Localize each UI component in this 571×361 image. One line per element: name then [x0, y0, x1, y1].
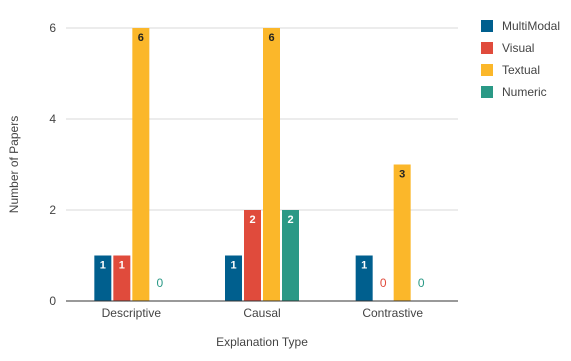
bar	[393, 164, 411, 301]
data-labels: 1 1 6 0 1 2 6 2 1 0 3 0	[100, 32, 425, 290]
bar	[132, 28, 150, 301]
x-tick-label: Descriptive	[102, 306, 162, 320]
legend-label: Numeric	[502, 85, 547, 99]
x-axis-title: Explanation Type	[216, 335, 308, 349]
data-label: 1	[100, 260, 106, 272]
bar	[355, 255, 373, 301]
legend-item: Numeric	[481, 85, 547, 99]
data-label: 3	[399, 169, 405, 181]
data-label: 2	[287, 214, 293, 226]
bar	[263, 28, 280, 301]
data-label: 0	[380, 276, 387, 290]
bar	[94, 255, 112, 301]
y-axis-title: Number of Papers	[7, 116, 21, 213]
legend-swatch	[481, 86, 493, 98]
data-label: 6	[138, 32, 144, 44]
legend-swatch	[481, 20, 493, 32]
x-axis-ticks: Descriptive Causal Contrastive	[102, 306, 424, 320]
data-label: 2	[249, 214, 255, 226]
y-tick-label: 6	[49, 21, 56, 35]
legend: MultiModal Visual Textual Numeric	[481, 19, 560, 99]
legend-item: MultiModal	[481, 19, 560, 33]
bar	[282, 210, 299, 301]
data-label: 0	[418, 276, 425, 290]
data-label: 1	[361, 260, 367, 272]
y-tick-label: 4	[49, 112, 56, 126]
legend-swatch	[481, 42, 493, 54]
data-label: 0	[156, 276, 163, 290]
x-tick-label: Contrastive	[362, 306, 423, 320]
y-tick-label: 2	[49, 203, 56, 217]
bar	[244, 210, 261, 301]
legend-label: Textual	[502, 63, 540, 77]
y-axis-ticks: 0 2 4 6	[49, 21, 56, 308]
x-tick-label: Causal	[243, 306, 280, 320]
bar	[113, 255, 131, 301]
data-label: 1	[230, 260, 236, 272]
legend-item: Visual	[481, 41, 534, 55]
data-label: 6	[268, 32, 274, 44]
legend-item: Textual	[481, 63, 540, 77]
legend-label: MultiModal	[502, 19, 560, 33]
bars	[94, 28, 411, 301]
gridlines	[66, 27, 458, 211]
y-tick-label: 0	[49, 294, 56, 308]
legend-swatch	[481, 64, 493, 76]
data-label: 1	[119, 260, 125, 272]
bar	[225, 255, 242, 301]
legend-label: Visual	[502, 41, 534, 55]
